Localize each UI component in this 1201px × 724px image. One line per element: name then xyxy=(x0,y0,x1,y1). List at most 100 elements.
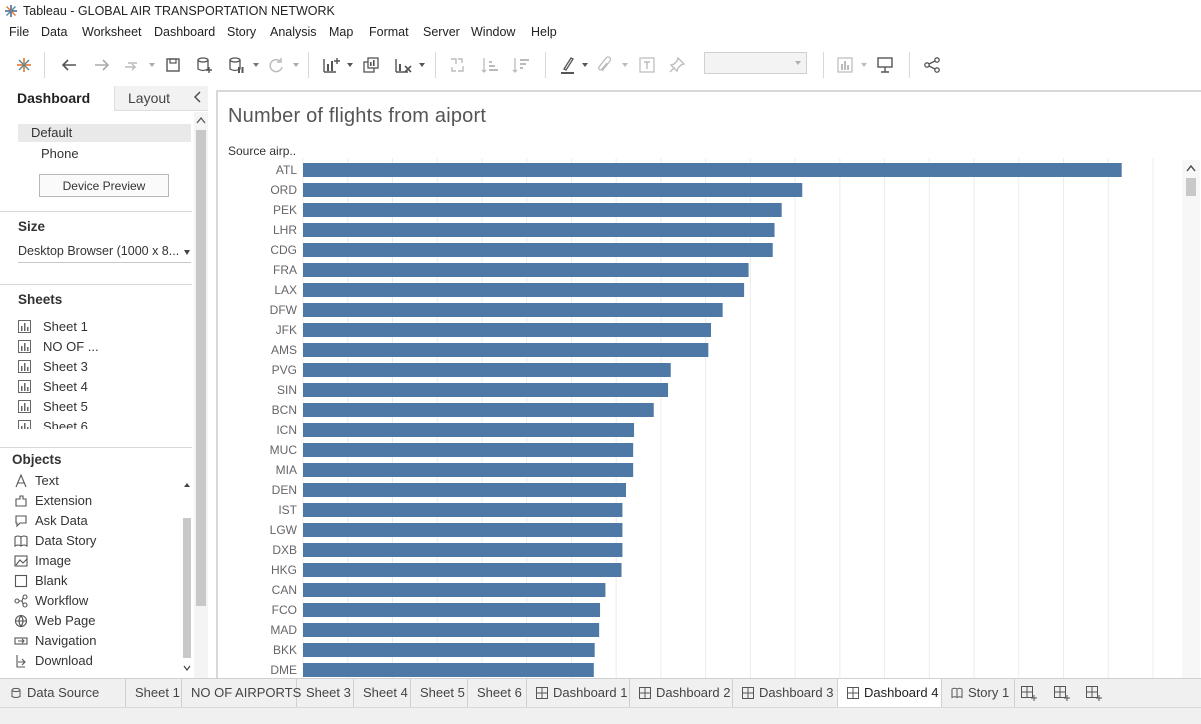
menu-window[interactable]: Window xyxy=(471,25,516,39)
device-phone[interactable]: Phone xyxy=(41,146,79,161)
replay-animation-icon[interactable] xyxy=(121,54,143,76)
object-item[interactable]: Data Story xyxy=(12,531,180,551)
bar[interactable] xyxy=(303,423,635,437)
new-worksheet-icon[interactable] xyxy=(320,54,342,76)
pause-data-updates-icon[interactable] xyxy=(225,54,247,76)
bar[interactable] xyxy=(303,603,601,617)
sort-descending-icon[interactable] xyxy=(510,54,532,76)
chart-scrollbar[interactable] xyxy=(1182,160,1200,678)
bar[interactable] xyxy=(303,643,595,657)
sheet-list-item[interactable]: NO OF ... xyxy=(18,337,188,357)
menu-help[interactable]: Help xyxy=(531,25,557,39)
chevron-left-icon[interactable] xyxy=(192,90,204,104)
bar[interactable] xyxy=(303,383,669,397)
sheet-tab[interactable]: Sheet 1 xyxy=(126,679,182,707)
object-item[interactable]: Extension xyxy=(12,491,180,511)
bar[interactable] xyxy=(303,163,1122,177)
menu-data[interactable]: Data xyxy=(41,25,68,39)
bar[interactable] xyxy=(303,223,775,237)
fix-axes-pin-icon[interactable] xyxy=(666,54,688,76)
chevron-down-icon[interactable] xyxy=(621,61,629,69)
chevron-down-icon[interactable] xyxy=(148,61,156,69)
device-default[interactable]: Default xyxy=(18,124,191,142)
sheet-tab[interactable]: Dashboard 2 xyxy=(630,679,733,707)
bar[interactable] xyxy=(303,303,723,317)
new-dashboard-tab-icon[interactable] xyxy=(1053,684,1071,702)
bar[interactable] xyxy=(303,283,745,297)
object-item[interactable]: Blank xyxy=(12,571,180,591)
swap-rows-columns-icon[interactable] xyxy=(446,54,468,76)
sheet-tab[interactable]: Dashboard 4 xyxy=(838,679,942,707)
sheet-tab[interactable]: Sheet 5 xyxy=(411,679,468,707)
bar[interactable] xyxy=(303,263,749,277)
sheet-tab[interactable]: Data Source xyxy=(0,679,126,707)
bar[interactable] xyxy=(303,483,626,497)
bar[interactable] xyxy=(303,563,622,577)
presentation-mode-icon[interactable] xyxy=(874,54,896,76)
tab-layout[interactable]: Layout xyxy=(114,86,208,111)
bar[interactable] xyxy=(303,523,623,537)
object-item[interactable]: Text xyxy=(12,471,180,491)
highlight-icon[interactable] xyxy=(557,54,579,76)
bar[interactable] xyxy=(303,543,623,557)
chevron-down-icon[interactable] xyxy=(252,61,260,69)
menu-story[interactable]: Story xyxy=(227,25,257,39)
show-me-icon[interactable] xyxy=(834,54,856,76)
refresh-icon[interactable] xyxy=(265,54,287,76)
sheet-tab[interactable]: NO OF AIRPORTS xyxy=(182,679,301,707)
bar[interactable] xyxy=(303,363,671,377)
menu-analysis[interactable]: Analysis xyxy=(270,25,317,39)
sheet-tab[interactable]: Sheet 6 xyxy=(468,679,527,707)
bar[interactable] xyxy=(303,623,600,637)
group-members-icon[interactable] xyxy=(594,54,616,76)
menu-map[interactable]: Map xyxy=(329,25,354,39)
object-item[interactable]: Web Page xyxy=(12,611,180,631)
chevron-down-icon[interactable] xyxy=(418,61,426,69)
menu-worksheet[interactable]: Worksheet xyxy=(82,25,142,39)
bar[interactable] xyxy=(303,443,634,457)
bar[interactable] xyxy=(303,203,782,217)
sheet-tab[interactable]: Sheet 4 xyxy=(354,679,411,707)
sheet-tab[interactable]: Dashboard 3 xyxy=(733,679,838,707)
show-mark-labels-icon[interactable] xyxy=(636,54,658,76)
tableau-home-icon[interactable] xyxy=(13,54,35,76)
sheet-tab[interactable]: Dashboard 1 xyxy=(527,679,630,707)
redo-icon[interactable] xyxy=(90,54,112,76)
duplicate-sheet-icon[interactable] xyxy=(360,54,382,76)
chevron-down-icon[interactable] xyxy=(581,61,589,69)
menu-file[interactable]: File xyxy=(9,25,30,39)
object-item[interactable]: Workflow xyxy=(12,591,180,611)
object-item[interactable]: Ask Data xyxy=(12,511,180,531)
clear-sheet-icon[interactable] xyxy=(392,54,414,76)
sheet-tab[interactable]: Sheet 3 xyxy=(297,679,354,707)
menu-format[interactable]: Format xyxy=(369,25,409,39)
share-icon[interactable] xyxy=(921,54,943,76)
bar[interactable] xyxy=(303,183,803,197)
sheet-list-item[interactable]: Sheet 1 xyxy=(18,317,188,337)
sheet-list-item[interactable]: Sheet 5 xyxy=(18,397,188,417)
chevron-down-icon[interactable] xyxy=(292,61,300,69)
bar[interactable] xyxy=(303,583,606,597)
undo-icon[interactable] xyxy=(59,54,81,76)
object-item[interactable]: Download xyxy=(12,651,180,671)
bar[interactable] xyxy=(303,323,711,337)
bar[interactable] xyxy=(303,403,654,417)
sheet-list-item[interactable]: Sheet 4 xyxy=(18,377,188,397)
sheet-tab[interactable]: Story 1 xyxy=(942,679,1015,707)
save-icon[interactable] xyxy=(162,54,184,76)
objects-scrollbar[interactable] xyxy=(182,478,192,678)
bar[interactable] xyxy=(303,343,709,357)
sheet-list-item[interactable]: Sheet 6 xyxy=(18,417,188,429)
left-pane-scrollbar[interactable] xyxy=(194,112,208,678)
new-story-tab-icon[interactable] xyxy=(1085,684,1103,702)
object-item[interactable]: Image xyxy=(12,551,180,571)
device-preview-button[interactable]: Device Preview xyxy=(39,174,169,197)
bar[interactable] xyxy=(303,243,773,257)
tab-dashboard[interactable]: Dashboard xyxy=(0,86,114,111)
bar[interactable] xyxy=(303,503,623,517)
new-data-source-icon[interactable] xyxy=(193,54,215,76)
bar[interactable] xyxy=(303,463,634,477)
chevron-down-icon[interactable] xyxy=(860,61,868,69)
size-dropdown[interactable]: Desktop Browser (1000 x 8... xyxy=(18,243,191,263)
menu-dashboard[interactable]: Dashboard xyxy=(154,25,216,39)
